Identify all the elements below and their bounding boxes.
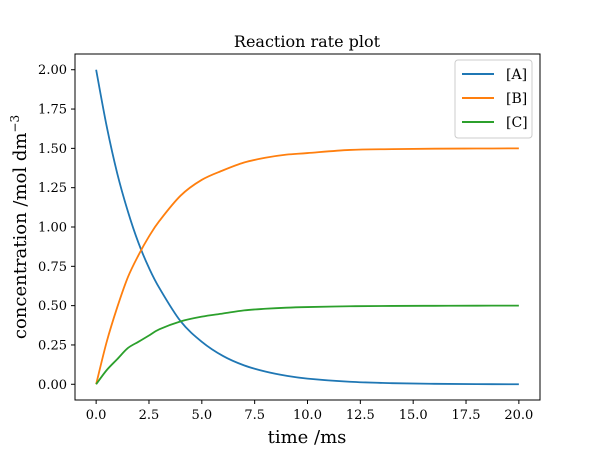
legend-label-b: [B] (506, 91, 527, 107)
x-tick-label: 10.0 (293, 408, 322, 423)
y-tick-label: 1.75 (38, 103, 67, 118)
legend-label-c: [C] (506, 115, 528, 131)
x-tick-label: 5.0 (191, 408, 212, 423)
y-axis-ticks: 0.00 0.25 0.50 0.75 1.00 1.25 1.50 1.75 2.00 (38, 63, 75, 393)
x-tick-label: 0.0 (86, 408, 107, 423)
x-tick-label: 2.5 (139, 408, 160, 423)
legend-label-a: [A] (506, 67, 527, 83)
y-axis-label: concentration /mol dm−3 (8, 115, 31, 339)
x-tick-label: 20.0 (504, 408, 533, 423)
y-tick-label: 1.25 (38, 181, 67, 196)
y-tick-label: 1.00 (38, 221, 67, 236)
x-tick-label: 12.5 (346, 408, 375, 423)
x-tick-label: 17.5 (452, 408, 481, 423)
x-axis-label: time /ms (268, 427, 347, 448)
x-tick-label: 7.5 (244, 408, 265, 423)
y-tick-label: 0.00 (38, 378, 67, 393)
legend-entry-b: [B] (462, 91, 527, 107)
y-tick-label: 0.50 (38, 299, 67, 314)
legend-entry-c: [C] (462, 115, 528, 131)
y-tick-label: 0.75 (38, 260, 67, 275)
y-tick-label: 0.25 (38, 338, 67, 353)
series-line-b (95, 147, 519, 385)
series-line-c (95, 304, 519, 385)
series-layer (95, 69, 519, 386)
y-tick-label: 1.50 (38, 142, 67, 157)
y-axis-label-exponent: −3 (8, 115, 22, 133)
plot-area: 0.0 2.5 5.0 7.5 10.0 12.5 15.0 17.5 20.0 0.00 0.2… (38, 53, 541, 423)
x-axis-ticks: 0.0 2.5 5.0 7.5 10.0 12.5 15.0 17.5 20.0 (86, 400, 533, 423)
legend: [A] [B] [C] (454, 59, 533, 139)
series-line-a (95, 69, 519, 386)
legend-entry-a: [A] (462, 67, 527, 83)
chart-title: Reaction rate plot (234, 32, 381, 51)
x-tick-label: 15.0 (399, 408, 428, 423)
y-axis-label-text: concentration /mol dm (10, 133, 31, 340)
y-tick-label: 2.00 (38, 63, 67, 78)
